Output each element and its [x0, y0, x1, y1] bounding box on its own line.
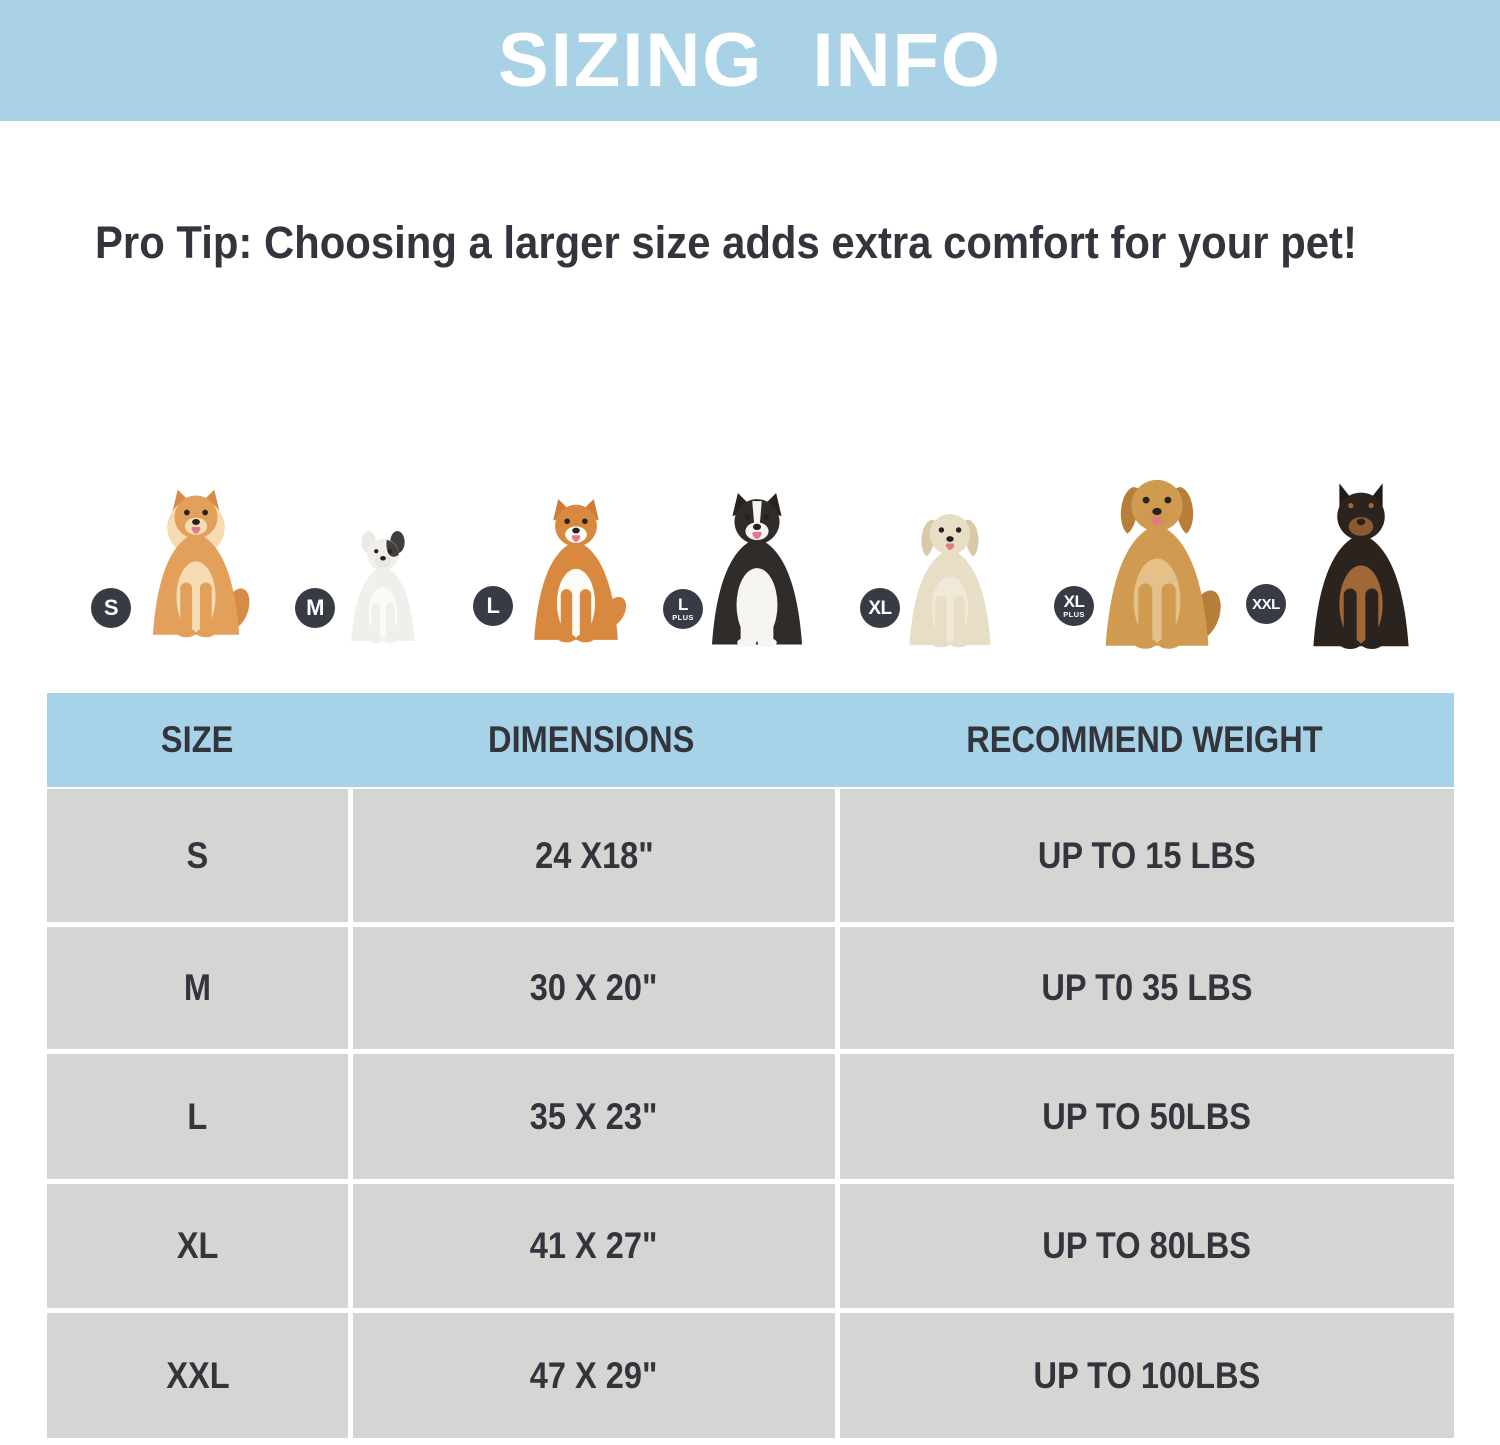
dog-border-collie-illustration — [686, 398, 828, 650]
column-header-size-label: SIZE — [161, 719, 234, 760]
cell-size: S — [47, 789, 348, 922]
cell-dimensions: 35 X 23" — [353, 1054, 835, 1179]
size-badge-label: XL — [868, 597, 892, 619]
dog-labrador-illustration — [886, 378, 1014, 650]
cell-size: L — [47, 1054, 348, 1179]
size-badge-label: S — [103, 595, 119, 620]
cell-size: M — [47, 927, 348, 1049]
size-badge-m: M — [295, 588, 335, 628]
cell-size-label: L — [187, 1095, 208, 1137]
size-table-body: S 24 X18" UP TO 15 LBS M 30 X 20" UP T0 35 LB… — [47, 789, 1454, 1438]
size-badge-xxl: XXL — [1246, 584, 1286, 624]
cell-size: XL — [47, 1184, 348, 1308]
cell-dimensions: 41 X 27" — [353, 1184, 835, 1308]
cell-size-label: M — [183, 967, 212, 1008]
cell-weight-label: UP TO 80LBS — [1042, 1225, 1252, 1266]
size-badge-label: XXL — [1252, 595, 1280, 613]
cell-size-label: S — [186, 834, 209, 876]
page-title: SIZING INFO — [498, 17, 1002, 103]
size-badge-s: S — [91, 588, 131, 628]
column-header-size: SIZE — [47, 693, 348, 787]
cell-dimensions-label: 30 X 20" — [530, 967, 658, 1008]
dog-shiba-inu-illustration — [510, 403, 642, 645]
dog-pomeranian-illustration — [128, 470, 264, 640]
size-badge-label: M — [306, 595, 324, 620]
size-badge-l: L — [473, 586, 513, 626]
pro-tip-text: Pro Tip: Choosing a larger size adds ext… — [95, 218, 1455, 268]
cell-weight: UP TO 15 LBS — [840, 789, 1454, 922]
dog-size-lineup: S M L L PLUS XL XL PLUS XXL — [0, 300, 1500, 680]
cell-dimensions-label: 24 X18" — [534, 834, 654, 876]
pro-tip-label: Pro Tip: Choosing a larger size adds ext… — [95, 217, 1357, 268]
cell-weight-label: UP T0 35 LBS — [1041, 967, 1253, 1008]
cell-dimensions-label: 35 X 23" — [530, 1095, 658, 1137]
column-header-weight: RECOMMEND WEIGHT — [835, 693, 1454, 787]
cell-size: XXL — [47, 1313, 348, 1438]
cell-size-label: XXL — [165, 1354, 230, 1396]
size-badge-label: L — [486, 593, 500, 618]
cell-weight: UP TO 80LBS — [840, 1184, 1454, 1308]
dog-doberman-illustration — [1286, 336, 1436, 652]
cell-dimensions-label: 47 X 29" — [530, 1354, 658, 1396]
cell-weight: UP TO 50LBS — [840, 1054, 1454, 1179]
column-header-dimensions-label: DIMENSIONS — [488, 719, 695, 760]
size-badge-label: XL — [1063, 592, 1085, 612]
dog-french-bulldog-illustration — [333, 440, 433, 645]
dog-golden-retriever-illustration — [1076, 360, 1238, 652]
cell-dimensions-label: 41 X 27" — [530, 1225, 658, 1266]
cell-weight-label: UP TO 100LBS — [1033, 1354, 1261, 1396]
size-table-header: SIZE DIMENSIONS RECOMMEND WEIGHT — [47, 693, 1454, 787]
size-badge-l-plus: L PLUS — [663, 589, 703, 629]
cell-weight: UP TO 100LBS — [840, 1313, 1454, 1438]
size-table: SIZE DIMENSIONS RECOMMEND WEIGHT S 24 X18… — [47, 693, 1454, 1438]
cell-weight-label: UP TO 50LBS — [1042, 1095, 1252, 1137]
cell-weight: UP T0 35 LBS — [840, 927, 1454, 1049]
size-badge-sublabel: PLUS — [672, 613, 694, 623]
size-badge-label: L — [678, 595, 688, 615]
column-header-dimensions: DIMENSIONS — [348, 693, 835, 787]
size-badge-xl-plus: XL PLUS — [1054, 586, 1094, 626]
size-badge-sublabel: PLUS — [1063, 610, 1085, 620]
cell-size-label: XL — [176, 1225, 219, 1266]
cell-dimensions: 47 X 29" — [353, 1313, 835, 1438]
size-badge-xl: XL — [860, 588, 900, 628]
cell-weight-label: UP TO 15 LBS — [1038, 834, 1256, 876]
cell-dimensions: 30 X 20" — [353, 927, 835, 1049]
cell-dimensions: 24 X18" — [353, 789, 835, 922]
column-header-weight-label: RECOMMEND WEIGHT — [966, 719, 1323, 760]
header-banner: SIZING INFO — [0, 0, 1500, 121]
